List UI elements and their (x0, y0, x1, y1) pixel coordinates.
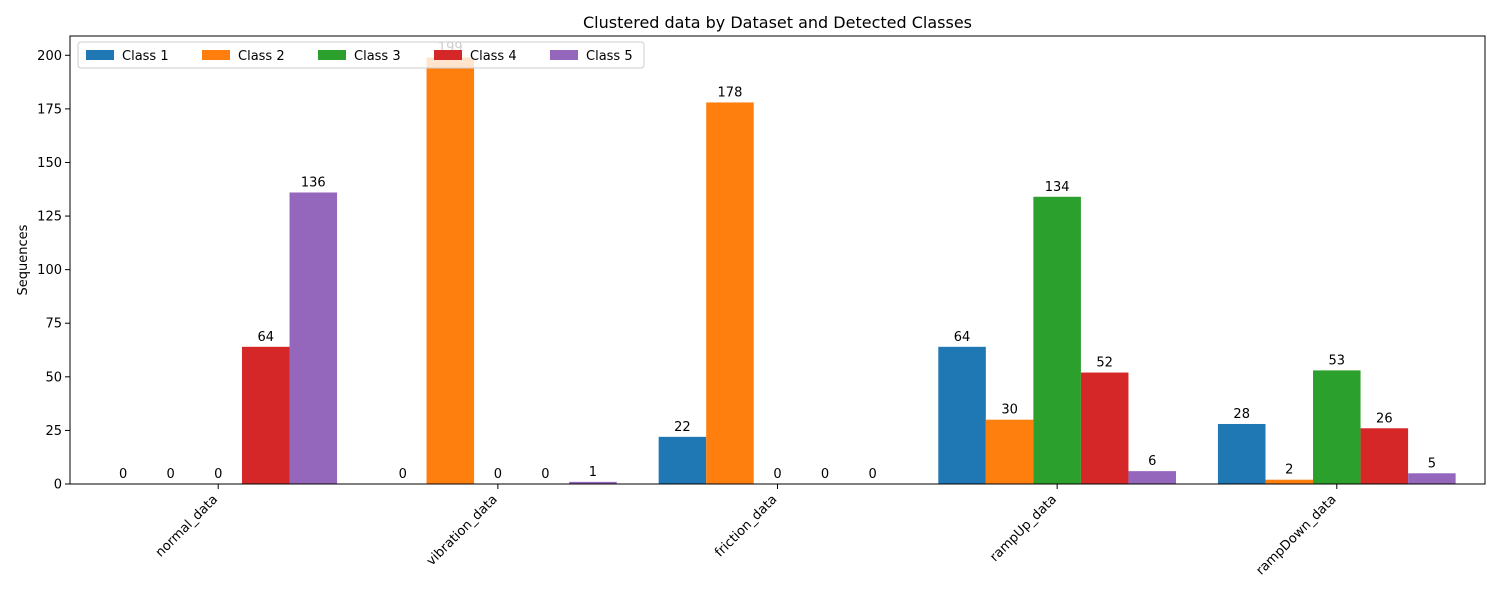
legend-label-class-2: Class 2 (238, 49, 285, 64)
y-tick-label: 25 (45, 424, 62, 439)
bar-vibration_data-class-2 (426, 57, 475, 485)
data-label-friction_data-class-2: 178 (718, 85, 743, 100)
x-axis: normal_data vibration_data friction_data ra… (153, 484, 1340, 578)
legend-box (77, 41, 645, 69)
x-tick-label-rampDown_data: rampDown_data (1253, 492, 1339, 578)
legend-swatch-class-3 (318, 50, 346, 60)
legend-swatch-class-5 (550, 50, 578, 60)
bar-normal_data-class-4 (241, 346, 290, 484)
bar-friction_data-class-2 (706, 102, 754, 484)
y-axis: 0 25 50 75 100 125 150 175 200 (37, 49, 70, 493)
legend-swatch-class-4 (434, 50, 462, 60)
x-tick-label-normal_data: normal_data (153, 492, 221, 560)
legend-label-class-3: Class 3 (354, 49, 401, 64)
legend: Class 1 Class 2 Class 3 Class 4 Class 5 (77, 41, 645, 69)
data-label-rampUp_data-class-4: 52 (1096, 356, 1113, 371)
data-label-rampUp_data-class-1: 64 (954, 330, 971, 345)
data-label-rampUp_data-class-3: 134 (1045, 180, 1070, 195)
legend-label-class-1: Class 1 (122, 49, 169, 64)
data-label-rampUp_data-class-5: 6 (1148, 454, 1156, 469)
x-tick-label-rampUp_data: rampUp_data (987, 492, 1060, 565)
y-tick-label: 175 (37, 102, 62, 117)
legend-swatch-class-2 (202, 50, 230, 60)
data-label-rampDown_data-class-2: 2 (1285, 463, 1293, 478)
y-tick-label: 200 (37, 49, 62, 64)
data-label-friction_data-class-1: 22 (674, 420, 691, 435)
data-label-vibration_data-class-4: 0 (541, 467, 549, 482)
bar-vibration_data-class-5 (569, 481, 617, 484)
data-label-rampDown_data-class-1: 28 (1233, 407, 1250, 422)
bar-rampDown_data-class-4 (1360, 428, 1409, 484)
bar-rampUp_data-class-1 (938, 346, 986, 484)
bar-rampUp_data-class-2 (985, 419, 1034, 484)
data-label-friction_data-class-5: 0 (868, 467, 876, 482)
data-label-friction_data-class-4: 0 (821, 467, 829, 482)
data-label-rampUp_data-class-2: 30 (1001, 403, 1018, 418)
bar-rampUp_data-class-4 (1080, 372, 1129, 484)
plot-frame (69, 35, 1486, 485)
data-label-vibration_data-class-3: 0 (494, 467, 502, 482)
data-label-friction_data-class-3: 0 (773, 467, 781, 482)
bar-rampUp_data-class-5 (1128, 471, 1176, 484)
x-tick-label-friction_data: friction_data (712, 492, 780, 560)
data-label-normal_data-class-3: 0 (214, 467, 222, 482)
bar-rampDown_data-class-3 (1313, 370, 1361, 484)
y-tick-label: 0 (54, 478, 62, 493)
data-label-vibration_data-class-5: 1 (589, 465, 597, 480)
y-axis-title: Sequences (16, 224, 31, 295)
y-tick-label: 75 (45, 317, 62, 332)
bar-normal_data-class-5 (289, 192, 338, 485)
data-label-vibration_data-class-1: 0 (399, 467, 407, 482)
bar-rampDown_data-class-2 (1265, 479, 1314, 484)
bars-group (241, 57, 1456, 485)
data-label-normal_data-class-4: 64 (257, 330, 274, 345)
y-tick-label: 150 (37, 156, 62, 171)
bar-friction_data-class-1 (658, 436, 707, 484)
chart-title: Clustered data by Dataset and Detected C… (583, 13, 972, 32)
y-tick-label: 125 (37, 210, 62, 225)
x-tick-label-vibration_data: vibration_data (424, 492, 501, 569)
y-tick-label: 100 (37, 263, 62, 278)
data-label-normal_data-class-2: 0 (167, 467, 175, 482)
data-label-rampDown_data-class-4: 26 (1376, 411, 1393, 426)
data-label-normal_data-class-1: 0 (119, 467, 127, 482)
bar-rampDown_data-class-1 (1217, 423, 1266, 484)
legend-swatch-class-1 (86, 50, 114, 60)
bar-rampDown_data-class-5 (1408, 473, 1456, 484)
data-label-normal_data-class-5: 136 (301, 175, 326, 190)
legend-label-class-4: Class 4 (470, 49, 517, 64)
y-tick-label: 50 (45, 370, 62, 385)
legend-label-class-5: Class 5 (586, 49, 633, 64)
bar-rampUp_data-class-3 (1033, 196, 1081, 484)
data-label-rampDown_data-class-3: 53 (1329, 353, 1346, 368)
data-label-rampDown_data-class-5: 5 (1428, 456, 1436, 471)
